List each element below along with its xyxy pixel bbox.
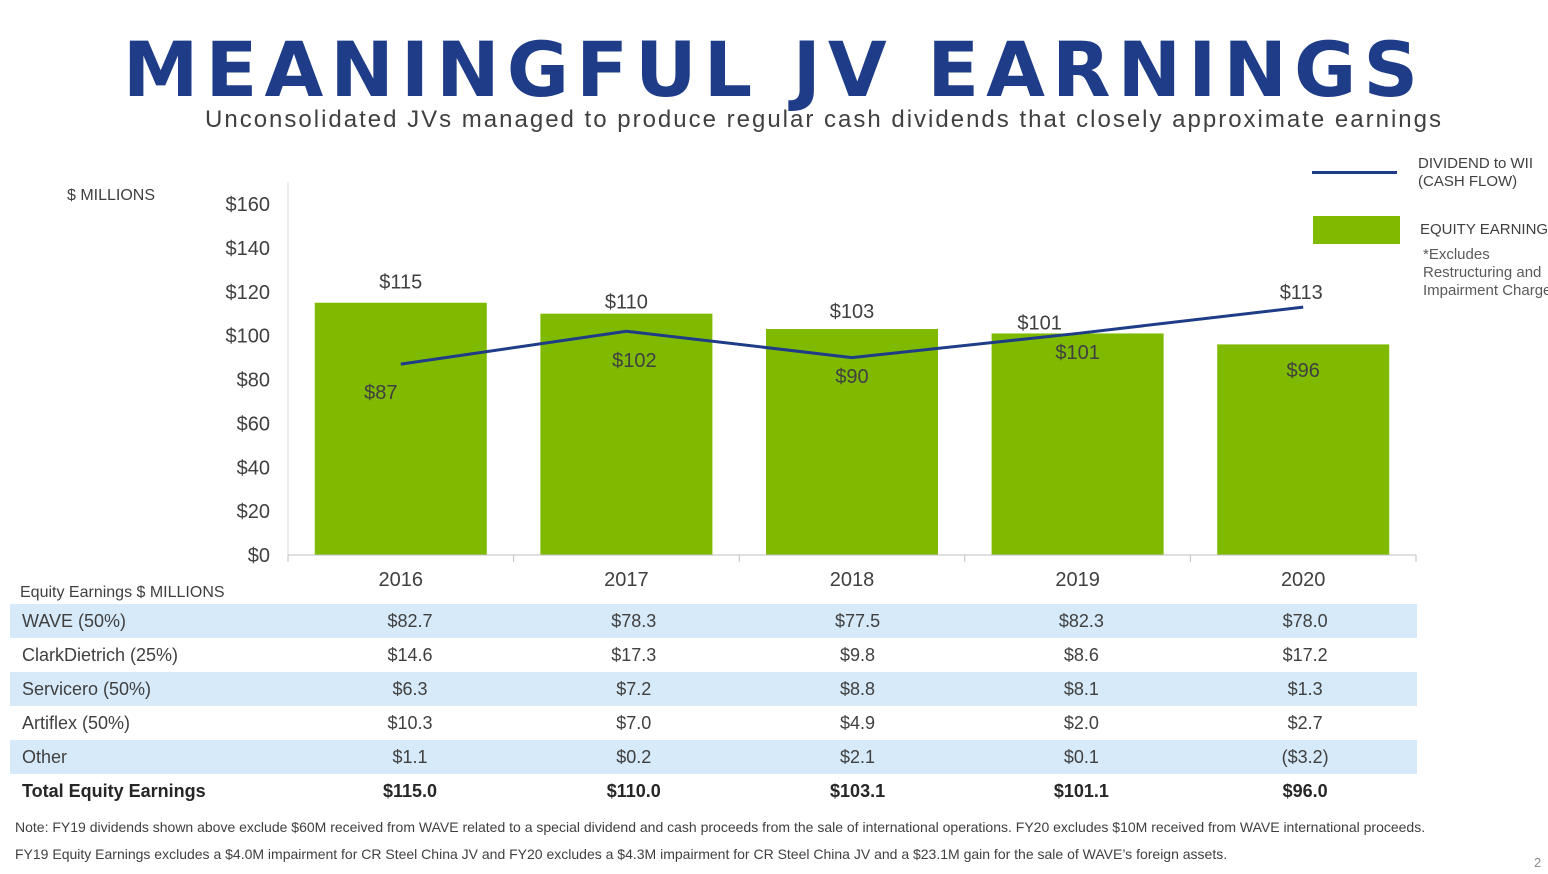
x-category-label: 2018 <box>830 569 875 591</box>
table-row: Artiflex (50%) $10.3 $7.0 $4.9 $2.0 $2.7 <box>10 706 1417 740</box>
cell-2016: $10.3 <box>387 712 433 733</box>
cell-2017: $17.3 <box>611 644 657 665</box>
footnotes: Note: FY19 dividends shown above exclude… <box>15 814 1425 868</box>
line-value-label: $90 <box>835 366 868 388</box>
cell-2020: $2.7 <box>1287 712 1323 733</box>
bar-value-label: $101 <box>1017 312 1062 334</box>
table-row: WAVE (50%) $82.7 $78.3 $77.5 $82.3 $78.0 <box>10 604 1417 638</box>
cell-2018: $9.8 <box>840 644 876 665</box>
y-tick-label: $80 <box>237 370 270 392</box>
page-subtitle: Unconsolidated JVs managed to produce re… <box>205 106 1443 133</box>
legend-equity-label: EQUITY EARNINGS <box>1420 221 1548 238</box>
legend-note-line1: *Excludes <box>1423 246 1490 263</box>
cell-2020: $17.2 <box>1282 644 1328 665</box>
x-category-label: 2019 <box>1055 569 1100 591</box>
line-value-label: $101 <box>1055 342 1100 364</box>
cell-2018: $4.9 <box>840 712 876 733</box>
cell-2017: $78.3 <box>521 604 746 638</box>
cell-2017: $7.2 <box>521 672 746 706</box>
cell-2020: $96.0 <box>1282 780 1328 801</box>
cell-2019: $2.0 <box>1063 712 1099 733</box>
cell-2018: $8.8 <box>745 672 970 706</box>
cell-2019: $0.1 <box>969 740 1194 774</box>
line-value-label: $113 <box>1280 282 1323 304</box>
row-label: WAVE (50%) <box>10 604 299 638</box>
y-tick-label: $40 <box>237 457 270 479</box>
line-value-label: $87 <box>364 382 397 404</box>
equity-earnings-table: WAVE (50%) $82.7 $78.3 $77.5 $82.3 $78.0 Clark… <box>10 604 1417 808</box>
cell-2017: $0.2 <box>521 740 746 774</box>
cell-2020: $78.0 <box>1193 604 1417 638</box>
y-tick-label: $100 <box>226 326 271 348</box>
bar-equity-earnings-2019 <box>991 333 1164 555</box>
cell-2016: $6.3 <box>298 672 522 706</box>
bar-equity-earnings-2018 <box>766 329 938 555</box>
table-total-row: Total Equity Earnings $115.0 $110.0 $103.1 $… <box>10 774 1417 808</box>
bar-equity-earnings-2016 <box>314 302 487 555</box>
legend-note-line2: Restructuring and <box>1423 264 1542 281</box>
cell-2020: $1.3 <box>1193 672 1417 706</box>
legend-equity-bar-swatch <box>1313 216 1400 244</box>
legend-dividend-label-line1: DIVIDEND to WII <box>1418 155 1534 172</box>
cell-2019: $101.1 <box>1053 780 1109 801</box>
x-category-label: 2020 <box>1281 569 1326 591</box>
units-label: $ MILLIONS <box>67 187 156 204</box>
y-tick-label: $20 <box>237 501 270 523</box>
cell-2016: $82.7 <box>298 604 522 638</box>
cell-2020: ($3.2) <box>1193 740 1417 774</box>
page-number: 2 <box>1534 855 1542 870</box>
table-row: Servicero (50%) $6.3 $7.2 $8.8 $8.1 $1.3 <box>10 672 1417 706</box>
jv-earnings-chart: $0 $20 $40 $60 $80 $100 $120 $140 $160 $115 $110 $… <box>226 182 1417 591</box>
cell-2016: $1.1 <box>298 740 522 774</box>
y-tick-label: $0 <box>248 545 270 567</box>
cell-2019: $8.6 <box>1063 644 1099 665</box>
row-label: Servicero (50%) <box>10 672 299 706</box>
y-tick-label: $140 <box>226 238 271 260</box>
line-value-label: $102 <box>612 350 657 372</box>
bar-value-label: $110 <box>605 292 648 314</box>
cell-2018: $2.1 <box>745 740 970 774</box>
x-category-label: 2017 <box>604 569 649 591</box>
legend-note-line3: Impairment Charges <box>1423 282 1548 299</box>
y-tick-label: $120 <box>226 282 271 304</box>
page-title: MEANINGFUL JV EARNINGS <box>122 25 1426 114</box>
bar-value-label: $115 <box>379 272 422 294</box>
row-label: ClarkDietrich (25%) <box>22 644 179 665</box>
row-label: Total Equity Earnings <box>22 780 206 801</box>
bar-equity-earnings-2017 <box>540 313 713 555</box>
legend-dividend-label-line2: (CASH FLOW) <box>1418 173 1518 190</box>
cell-2017: $110.0 <box>606 780 661 801</box>
bar-equity-earnings-2020 <box>1217 344 1390 555</box>
cell-2019: $82.3 <box>969 604 1194 638</box>
footnote-line1: Note: FY19 dividends shown above exclude… <box>15 819 1426 835</box>
cell-2017: $7.0 <box>616 712 652 733</box>
x-category-label: 2016 <box>379 569 424 591</box>
row-label: Other <box>10 740 299 774</box>
legend-dividend-line-swatch <box>1312 171 1397 174</box>
cell-2016: $14.6 <box>387 644 433 665</box>
table-caption: Equity Earnings $ MILLIONS <box>20 584 225 601</box>
bar-value-label: $103 <box>830 301 875 323</box>
footnote-line2: FY19 Equity Earnings excludes a $4.0M im… <box>15 846 1228 862</box>
y-tick-label: $60 <box>237 413 270 435</box>
cell-2019: $8.1 <box>969 672 1194 706</box>
cell-2018: $77.5 <box>745 604 970 638</box>
legend-excludes-note: *Excludes Restructuring and Impairment C… <box>1423 246 1548 300</box>
table-row: ClarkDietrich (25%) $14.6 $17.3 $9.8 $8.6 $17… <box>10 638 1417 672</box>
legend-dividend-label: DIVIDEND to WII (CASH FLOW) <box>1418 155 1533 191</box>
table-row: Other $1.1 $0.2 $2.1 $0.1 ($3.2) <box>10 740 1417 774</box>
cell-2018: $103.1 <box>830 780 886 801</box>
row-label: Artiflex (50%) <box>22 712 131 733</box>
y-tick-label: $160 <box>226 194 271 216</box>
cell-2016: $115.0 <box>382 780 438 801</box>
bar-value-label: $96 <box>1287 360 1320 382</box>
